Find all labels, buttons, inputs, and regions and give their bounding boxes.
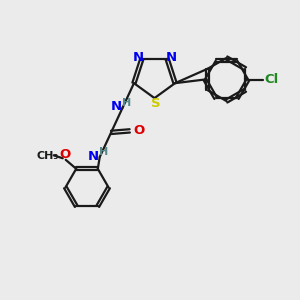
Text: N: N <box>132 51 143 64</box>
Text: CH₃: CH₃ <box>37 151 59 161</box>
Text: N: N <box>166 51 177 64</box>
Text: O: O <box>134 124 145 137</box>
Text: N: N <box>110 100 122 113</box>
Text: H: H <box>99 147 108 157</box>
Text: H: H <box>122 98 131 108</box>
Text: Cl: Cl <box>264 73 279 86</box>
Text: N: N <box>88 150 99 163</box>
Text: O: O <box>59 148 70 161</box>
Text: S: S <box>151 97 161 110</box>
